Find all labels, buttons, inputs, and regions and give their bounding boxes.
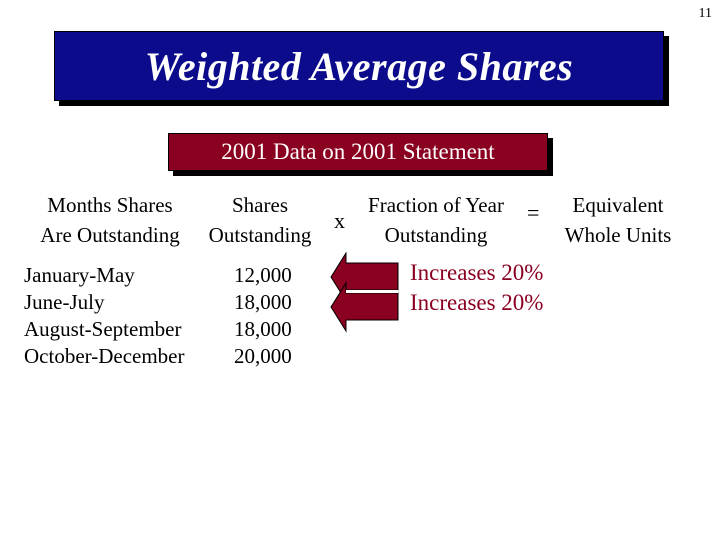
- header-months-line1: Months Shares: [47, 193, 173, 217]
- header-equivalent-line2: Whole Units: [564, 223, 672, 247]
- header-months: Months Shares Are Outstanding: [20, 190, 200, 250]
- shares-cell: 12,000: [234, 263, 292, 287]
- title-banner: Weighted Average Shares: [54, 31, 664, 101]
- increase-note: Increases 20%: [410, 260, 544, 285]
- period-cell: January-May: [24, 263, 135, 287]
- page-number: 11: [698, 6, 712, 21]
- header-shares: Shares Outstanding: [200, 190, 320, 250]
- left-arrow-icon: [330, 281, 399, 333]
- equals-sign: =: [527, 200, 540, 225]
- header-months-line2: Are Outstanding: [40, 223, 180, 247]
- arrows-graphic: [330, 252, 399, 333]
- slide-title: Weighted Average Shares: [144, 43, 574, 89]
- increase-note: Increases 20%: [410, 290, 544, 315]
- slide-subtitle: 2001 Data on 2001 Statement: [221, 139, 495, 164]
- period-cell: October-December: [24, 344, 185, 368]
- table-row: August-September 18,000: [24, 316, 314, 343]
- shares-cell: 18,000: [234, 290, 292, 314]
- table-row: June-July 18,000: [24, 289, 314, 316]
- multiply-sign: x: [334, 208, 345, 233]
- header-fraction-line1: Fraction of Year: [368, 193, 504, 217]
- shares-cell: 18,000: [234, 317, 292, 341]
- header-equivalent: Equivalent Whole Units: [548, 190, 688, 250]
- header-equivalent-line1: Equivalent: [572, 193, 664, 217]
- table-row: January-May 12,000: [24, 262, 314, 289]
- shares-table: January-May 12,000 June-July 18,000 Augu…: [24, 262, 314, 370]
- header-fraction: Fraction of Year Outstanding: [350, 190, 522, 250]
- header-shares-line2: Outstanding: [208, 223, 312, 247]
- period-cell: August-September: [24, 317, 182, 341]
- shares-cell: 20,000: [234, 344, 292, 368]
- header-shares-line1: Shares: [232, 193, 288, 217]
- arrow-separator: [346, 290, 398, 293]
- subtitle-banner: 2001 Data on 2001 Statement: [168, 133, 548, 171]
- header-fraction-line2: Outstanding: [384, 223, 488, 247]
- period-cell: June-July: [24, 290, 105, 314]
- table-row: October-December 20,000: [24, 343, 314, 370]
